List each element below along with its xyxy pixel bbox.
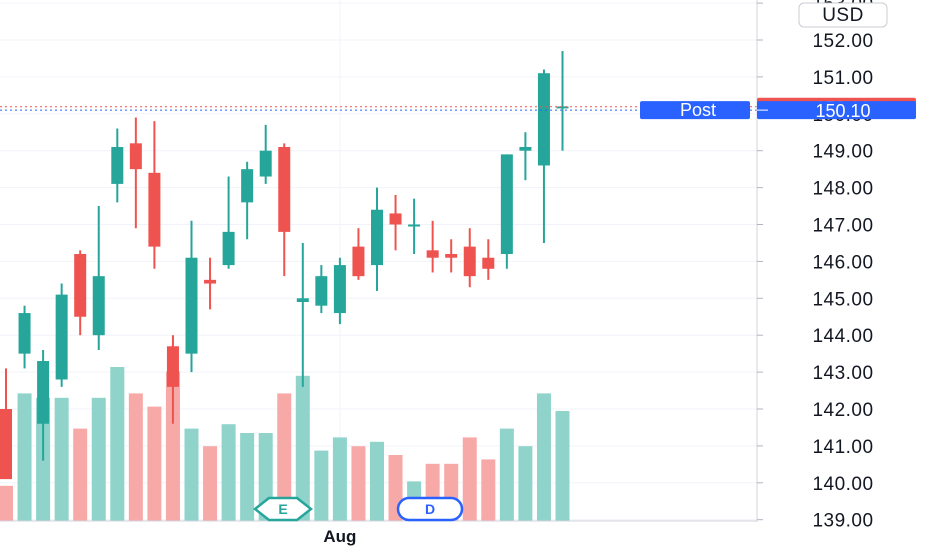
candle-body [408,224,421,227]
earnings-icon: E [278,501,287,517]
candle-body [166,346,179,387]
candle-body [55,294,68,380]
candle-body [371,209,383,266]
candle-body [556,106,569,109]
volume-bar [184,428,199,521]
volume-bar [295,375,310,521]
volume-bar [110,367,125,521]
candle-body [0,409,12,480]
y-tick-label: 143.00 [812,363,873,384]
volume-bar [277,393,292,521]
volume-bar [555,411,570,521]
volume-bar [481,459,496,521]
volume-bar [147,406,162,521]
price-tag-label: Post [680,100,716,120]
candle-body [129,143,142,170]
volume-bar [536,393,551,521]
currency-label: USD [822,5,864,26]
candlesticks [0,51,569,480]
price-tag-box [757,101,916,120]
y-tick-label: 147.00 [812,216,873,237]
volume-bar [165,371,180,521]
candle-body [148,172,161,247]
y-tick-label: 146.00 [812,252,873,273]
candle-body [111,147,124,184]
volume-bar [54,397,69,521]
volume-bar [221,424,236,521]
candle-body [352,246,365,277]
candle-body [204,279,217,284]
price-tags: 150.19Post150.10 [640,97,916,121]
candle-body [389,213,402,225]
y-tick-label: 145.00 [812,289,873,310]
candle-body [278,147,291,232]
y-tick-label: 151.00 [812,68,873,89]
dividend-badge[interactable]: D [396,496,464,522]
candle-body [92,276,105,336]
candle-body [426,250,439,258]
volume-bars [0,367,570,521]
y-tick-label: 142.00 [812,400,873,421]
volume-bar [0,485,13,521]
price-axis[interactable]: 153.00152.00151.00150.00149.00148.00147.… [757,0,874,532]
candle-body [18,313,31,354]
candle-body [296,298,309,302]
candle-body [222,231,235,266]
volume-bar [203,446,218,521]
candle-body [185,257,198,354]
candle-body [74,254,87,317]
volume-bar [128,393,143,521]
candle-body [445,254,458,258]
y-tick-label: 148.00 [812,179,873,200]
candle-body [519,147,532,151]
candle-body [482,257,495,269]
y-tick-label: 141.00 [812,437,873,458]
volume-bar [462,437,477,521]
x-tick-label: Aug [323,527,356,546]
candle-body [463,246,476,277]
y-tick-label: 149.00 [812,142,873,163]
volume-bar [240,433,255,521]
y-tick-label: 144.00 [812,326,873,347]
y-tick-label: 140.00 [812,474,873,495]
y-tick-label: 139.00 [812,511,873,532]
volume-bar [314,450,329,521]
volume-bar [17,393,32,521]
candle-body [241,169,254,203]
volume-bar [332,437,347,521]
volume-bar [91,397,106,521]
currency-button[interactable]: USD [798,2,888,28]
volume-bar [499,428,514,521]
candle-body [259,150,272,177]
volume-bar [73,428,88,521]
price-tag-value: 150.10 [815,101,870,121]
volume-bar [351,446,366,521]
candle-body [37,361,50,424]
volume-bar [370,441,384,521]
price-tag-label-box [640,101,750,120]
volume-bar [518,446,533,521]
price-lines [0,106,757,111]
dividend-icon: D [425,501,435,517]
candle-body [333,265,346,314]
candle-body [315,276,328,306]
y-tick-label: 152.00 [812,31,873,52]
earnings-badge[interactable]: E [252,496,314,522]
candle-body [500,154,513,255]
candle-body [537,73,550,166]
time-axis[interactable]: Aug [323,527,356,546]
